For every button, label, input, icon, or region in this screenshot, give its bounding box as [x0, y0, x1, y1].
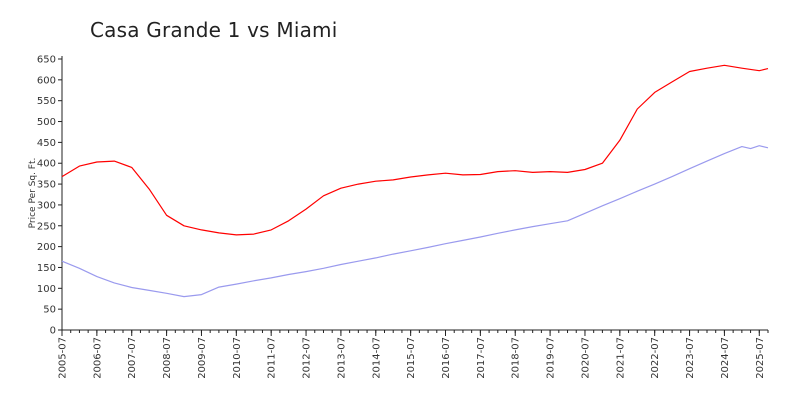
- x-tick-label: 2018-07: [511, 337, 522, 379]
- chart-title: Casa Grande 1 vs Miami: [90, 18, 338, 42]
- x-tick-label: 2007-07: [127, 337, 138, 379]
- x-tick-label: 2019-07: [546, 337, 557, 379]
- y-tick-label: 350: [37, 180, 56, 191]
- x-tick-label: 2017-07: [476, 337, 487, 379]
- y-tick-label: 500: [37, 117, 56, 128]
- y-tick-label: 250: [37, 221, 56, 232]
- y-tick-label: 550: [37, 96, 56, 107]
- x-tick-label: 2020-07: [580, 337, 591, 379]
- y-tick-label: 50: [43, 305, 56, 316]
- y-tick-label: 100: [37, 284, 56, 295]
- x-tick-label: 2009-07: [197, 337, 208, 379]
- x-tick-label: 2005-07: [58, 337, 69, 379]
- x-tick-label: 2024-07: [720, 337, 731, 379]
- x-tick-label: 2015-07: [406, 337, 417, 379]
- y-tick-label: 0: [50, 326, 56, 337]
- y-tick-label: 300: [37, 200, 56, 211]
- x-tick-label: 2021-07: [615, 337, 626, 379]
- x-tick-label: 2022-07: [650, 337, 661, 379]
- x-tick-label: 2006-07: [92, 337, 103, 379]
- x-tick-label: 2023-07: [685, 337, 696, 379]
- axes: 0 50 100 150 200 250 300 350 400 450 500 550 600 650 2…: [37, 55, 769, 379]
- series-line-1: [61, 64, 769, 236]
- x-tick-label: 2014-07: [371, 337, 382, 379]
- y-tick-label: 600: [37, 75, 56, 86]
- series-layer: [61, 64, 769, 298]
- y-tick-label: 400: [37, 159, 56, 170]
- x-tick-label: 2012-07: [302, 337, 313, 379]
- x-tick-label: 2013-07: [336, 337, 347, 379]
- y-tick-label: 650: [37, 55, 56, 66]
- x-tick-label: 2008-07: [162, 337, 173, 379]
- y-tick-label: 150: [37, 263, 56, 274]
- series-line-2: [61, 145, 769, 298]
- x-tick-label: 2010-07: [232, 337, 243, 379]
- x-tick-label: 2025-07: [755, 337, 766, 379]
- x-tick-label: 2016-07: [441, 337, 452, 379]
- y-axis-label: Price Per Sq. Ft.: [28, 158, 38, 229]
- y-tick-label: 200: [37, 242, 56, 253]
- x-tick-label: 2011-07: [267, 337, 278, 379]
- y-axis-label-group: Price Per Sq. Ft.: [28, 158, 38, 229]
- y-tick-label: 450: [37, 138, 56, 149]
